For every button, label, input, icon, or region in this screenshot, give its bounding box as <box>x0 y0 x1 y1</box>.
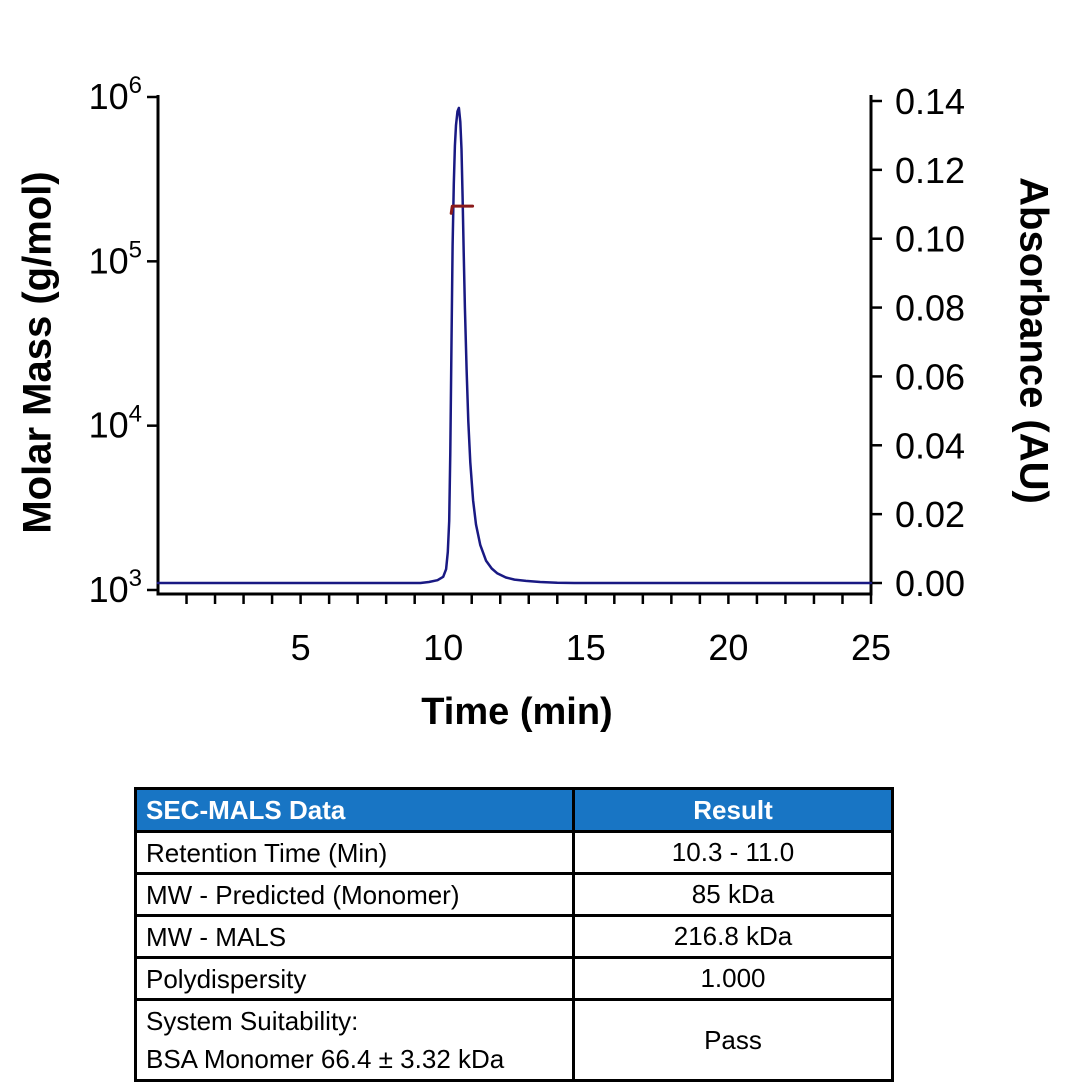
row-parameter: Polydispersity <box>134 956 575 1001</box>
row-parameter: System Suitability: BSA Monomer 66.4 ± 3.… <box>134 998 575 1082</box>
x-tick-label: 15 <box>566 627 606 668</box>
table-row: System Suitability: BSA Monomer 66.4 ± 3.… <box>134 998 894 1082</box>
right-tick-label: 0.00 <box>895 563 965 604</box>
right-tick-label: 0.10 <box>895 219 965 260</box>
chart-canvas: 5 10 15 20 25 106 105 104 103 0.14 0.12 0.10 0.08 0.0… <box>89 72 965 668</box>
right-tick-label: 0.08 <box>895 288 965 329</box>
row-result: 85 kDa <box>572 872 894 917</box>
table-row: MW - MALS 216.8 kDa <box>134 914 894 959</box>
left-tick-label: 104 <box>89 401 142 446</box>
x-tick-label: 10 <box>423 627 463 668</box>
x-tick-label: 25 <box>851 627 891 668</box>
row-result: 216.8 kDa <box>572 914 894 959</box>
row-result: Pass <box>572 998 894 1082</box>
mals-molar-mass-trace <box>449 204 475 215</box>
uv-absorbance-trace <box>156 106 873 585</box>
x-axis-title: Time (min) <box>421 691 613 733</box>
table-header-result: Result <box>572 787 894 833</box>
table-header-parameter: SEC-MALS Data <box>134 787 575 833</box>
x-tick-label: 20 <box>708 627 748 668</box>
sec-mals-table: SEC-MALS Data Result Retention Time (Min… <box>134 787 894 1082</box>
left-tick-label: 105 <box>89 236 142 281</box>
right-axis-title: Absorbance (AU) <box>1011 177 1056 504</box>
table-row: Polydispersity 1.000 <box>134 956 894 1001</box>
table-row: MW - Predicted (Monomer) 85 kDa <box>134 872 894 917</box>
sec-mals-chromatogram: 5 10 15 20 25 106 105 104 103 0.14 0.12 0.10 0.08 0.0… <box>15 72 1056 733</box>
left-axis-title: Molar Mass (g/mol) <box>15 171 60 534</box>
row-result: 1.000 <box>572 956 894 1001</box>
right-tick-label: 0.14 <box>895 81 965 122</box>
row-parameter: MW - MALS <box>134 914 575 959</box>
row-result: 10.3 - 11.0 <box>572 830 894 875</box>
x-tick-label: 5 <box>291 627 311 668</box>
table-row: Retention Time (Min) 10.3 - 11.0 <box>134 830 894 875</box>
right-tick-label: 0.06 <box>895 356 965 397</box>
row-parameter: Retention Time (Min) <box>134 830 575 875</box>
right-tick-label: 0.12 <box>895 150 965 191</box>
table-header-row: SEC-MALS Data Result <box>134 787 894 833</box>
right-tick-label: 0.02 <box>895 494 965 535</box>
row-parameter: MW - Predicted (Monomer) <box>134 872 575 917</box>
left-tick-label: 106 <box>89 72 142 117</box>
right-tick-label: 0.04 <box>895 425 965 466</box>
left-tick-label: 103 <box>89 565 142 610</box>
